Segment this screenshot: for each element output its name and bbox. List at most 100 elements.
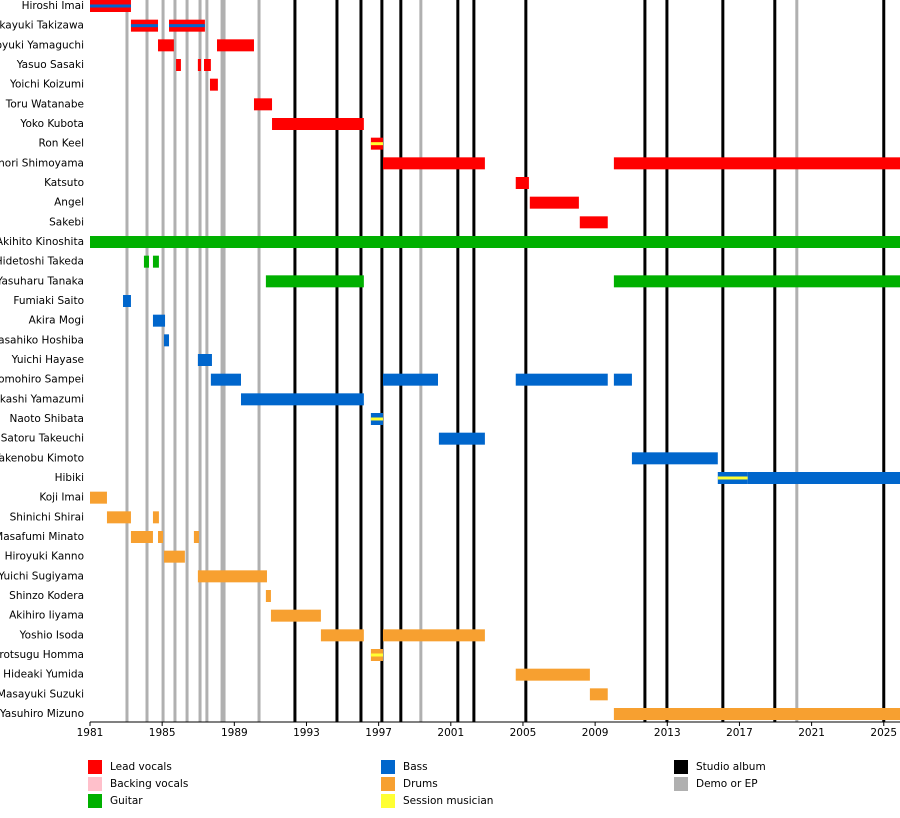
member-name: Masafumi Minato bbox=[0, 531, 84, 543]
member-name: Hiroyuki Kanno bbox=[5, 551, 84, 563]
tenure-bar bbox=[265, 590, 271, 602]
legend-label: Demo or EP bbox=[696, 778, 758, 790]
member-name: Masayuki Suzuki bbox=[0, 688, 84, 700]
x-tick-label: 2009 bbox=[582, 727, 609, 739]
tenure-bar bbox=[613, 708, 900, 720]
tenure-bar bbox=[130, 531, 153, 543]
tenure-bar bbox=[515, 177, 529, 189]
tenure-bar bbox=[382, 629, 485, 642]
member-name: Katsuto bbox=[44, 177, 84, 189]
tenure-bar bbox=[438, 432, 485, 445]
member-name: Naoto Shibata bbox=[10, 413, 84, 425]
tenure-bar bbox=[270, 609, 321, 622]
tenure-stripe bbox=[717, 476, 748, 480]
tenure-bar bbox=[529, 196, 579, 209]
legend-label: Studio album bbox=[696, 761, 766, 773]
x-tick-label: 2017 bbox=[726, 727, 753, 739]
member-name: Yuichi Sugiyama bbox=[0, 570, 84, 582]
x-tick-label: 2025 bbox=[870, 727, 897, 739]
tenure-bar bbox=[272, 118, 364, 130]
tenure-bar bbox=[193, 531, 199, 543]
member-name: Hirotsugu Homma bbox=[0, 649, 84, 661]
member-name: Yoichi Koizumi bbox=[9, 79, 84, 91]
tenure-bar bbox=[163, 334, 170, 347]
tenure-bar bbox=[176, 59, 181, 71]
member-name: Ron Keel bbox=[39, 138, 84, 150]
member-name: Yasuo Sasaki bbox=[16, 59, 84, 71]
member-name: Koji Imai bbox=[39, 492, 84, 504]
tenure-stripe bbox=[370, 417, 383, 421]
member-name: Shinzo Kodera bbox=[9, 590, 84, 602]
x-tick-label: 1993 bbox=[293, 727, 320, 739]
tenure-bar bbox=[152, 511, 159, 524]
member-name: Yoshio Isoda bbox=[19, 629, 84, 641]
member-name: Shinichi Shirai bbox=[10, 511, 84, 523]
tenure-bar bbox=[90, 491, 107, 504]
member-name: Fumiaki Saito bbox=[13, 295, 84, 307]
tenure-bar bbox=[204, 59, 211, 71]
x-tick-label: 1981 bbox=[77, 727, 104, 739]
tenure-bar bbox=[143, 255, 149, 268]
legend-label: Drums bbox=[403, 778, 438, 790]
tenure-stripe bbox=[370, 653, 383, 657]
member-name: Yasuharu Tanaka bbox=[0, 275, 84, 287]
x-tick-label: 1997 bbox=[365, 727, 392, 739]
x-tick-label: 1985 bbox=[149, 727, 176, 739]
tenure-bar bbox=[515, 668, 590, 681]
tenure-bar bbox=[515, 373, 608, 386]
tenure-bar bbox=[163, 550, 185, 563]
member-name: Akira Mogi bbox=[29, 315, 84, 327]
legend-swatch bbox=[381, 760, 395, 774]
tenure-bar bbox=[382, 157, 485, 170]
tenure-bar bbox=[197, 354, 212, 366]
tenure-bar bbox=[253, 98, 273, 111]
tenure-bar bbox=[265, 275, 364, 288]
x-tick-label: 2005 bbox=[510, 727, 537, 739]
legend-label: Lead vocals bbox=[110, 761, 172, 773]
tenure-bar bbox=[631, 452, 718, 465]
tenure-bar bbox=[158, 531, 164, 543]
tenure-bar bbox=[90, 236, 900, 248]
legend-swatch bbox=[381, 794, 395, 808]
x-tick-label: 1989 bbox=[221, 727, 248, 739]
tenure-bar bbox=[589, 688, 608, 701]
tenure-bar bbox=[613, 157, 900, 170]
member-name: Sakebi bbox=[49, 216, 84, 228]
member-name: Takayuki Takizawa bbox=[0, 20, 84, 32]
member-name: Hiroshi Imai bbox=[22, 0, 84, 12]
member-name: Toru Watanabe bbox=[5, 98, 84, 110]
member-name: Angel bbox=[54, 197, 84, 209]
member-name: Akihito Kinoshita bbox=[0, 236, 84, 248]
member-name: Hiroyuki Yamaguchi bbox=[0, 39, 84, 51]
member-name: Takashi Yamazumi bbox=[0, 393, 84, 405]
tenure-bar bbox=[123, 295, 131, 307]
x-tick-label: 2001 bbox=[437, 727, 464, 739]
tenure-bar bbox=[613, 373, 632, 386]
legend-label: Session musician bbox=[403, 795, 493, 807]
legend-label: Backing vocals bbox=[110, 778, 188, 790]
legend-swatch bbox=[88, 794, 102, 808]
member-name: Hibiki bbox=[55, 472, 84, 484]
tenure-stripe bbox=[169, 24, 205, 28]
tenure-bar bbox=[613, 275, 900, 288]
tenure-stripe bbox=[130, 24, 159, 28]
tenure-bar bbox=[152, 255, 159, 268]
member-name: Akihiro Iiyama bbox=[9, 610, 84, 622]
member-name: Takenobu Kimoto bbox=[0, 452, 84, 464]
tenure-bar bbox=[579, 216, 608, 229]
tenure-bar bbox=[209, 78, 218, 91]
legend-swatch bbox=[88, 760, 102, 774]
tenure-bar bbox=[320, 629, 364, 642]
tenure-stripe bbox=[90, 4, 131, 8]
member-name: Yoko Kubota bbox=[19, 118, 84, 130]
member-name: Satoru Takeuchi bbox=[1, 433, 84, 445]
tenure-bar bbox=[747, 472, 900, 484]
tenure-bar bbox=[210, 373, 241, 386]
legend-swatch bbox=[674, 760, 688, 774]
legend-swatch bbox=[88, 777, 102, 791]
tenure-bar bbox=[217, 39, 254, 52]
tenure-bar bbox=[106, 511, 131, 524]
x-tick-label: 2021 bbox=[798, 727, 825, 739]
member-name: Takenori Shimoyama bbox=[0, 157, 84, 169]
